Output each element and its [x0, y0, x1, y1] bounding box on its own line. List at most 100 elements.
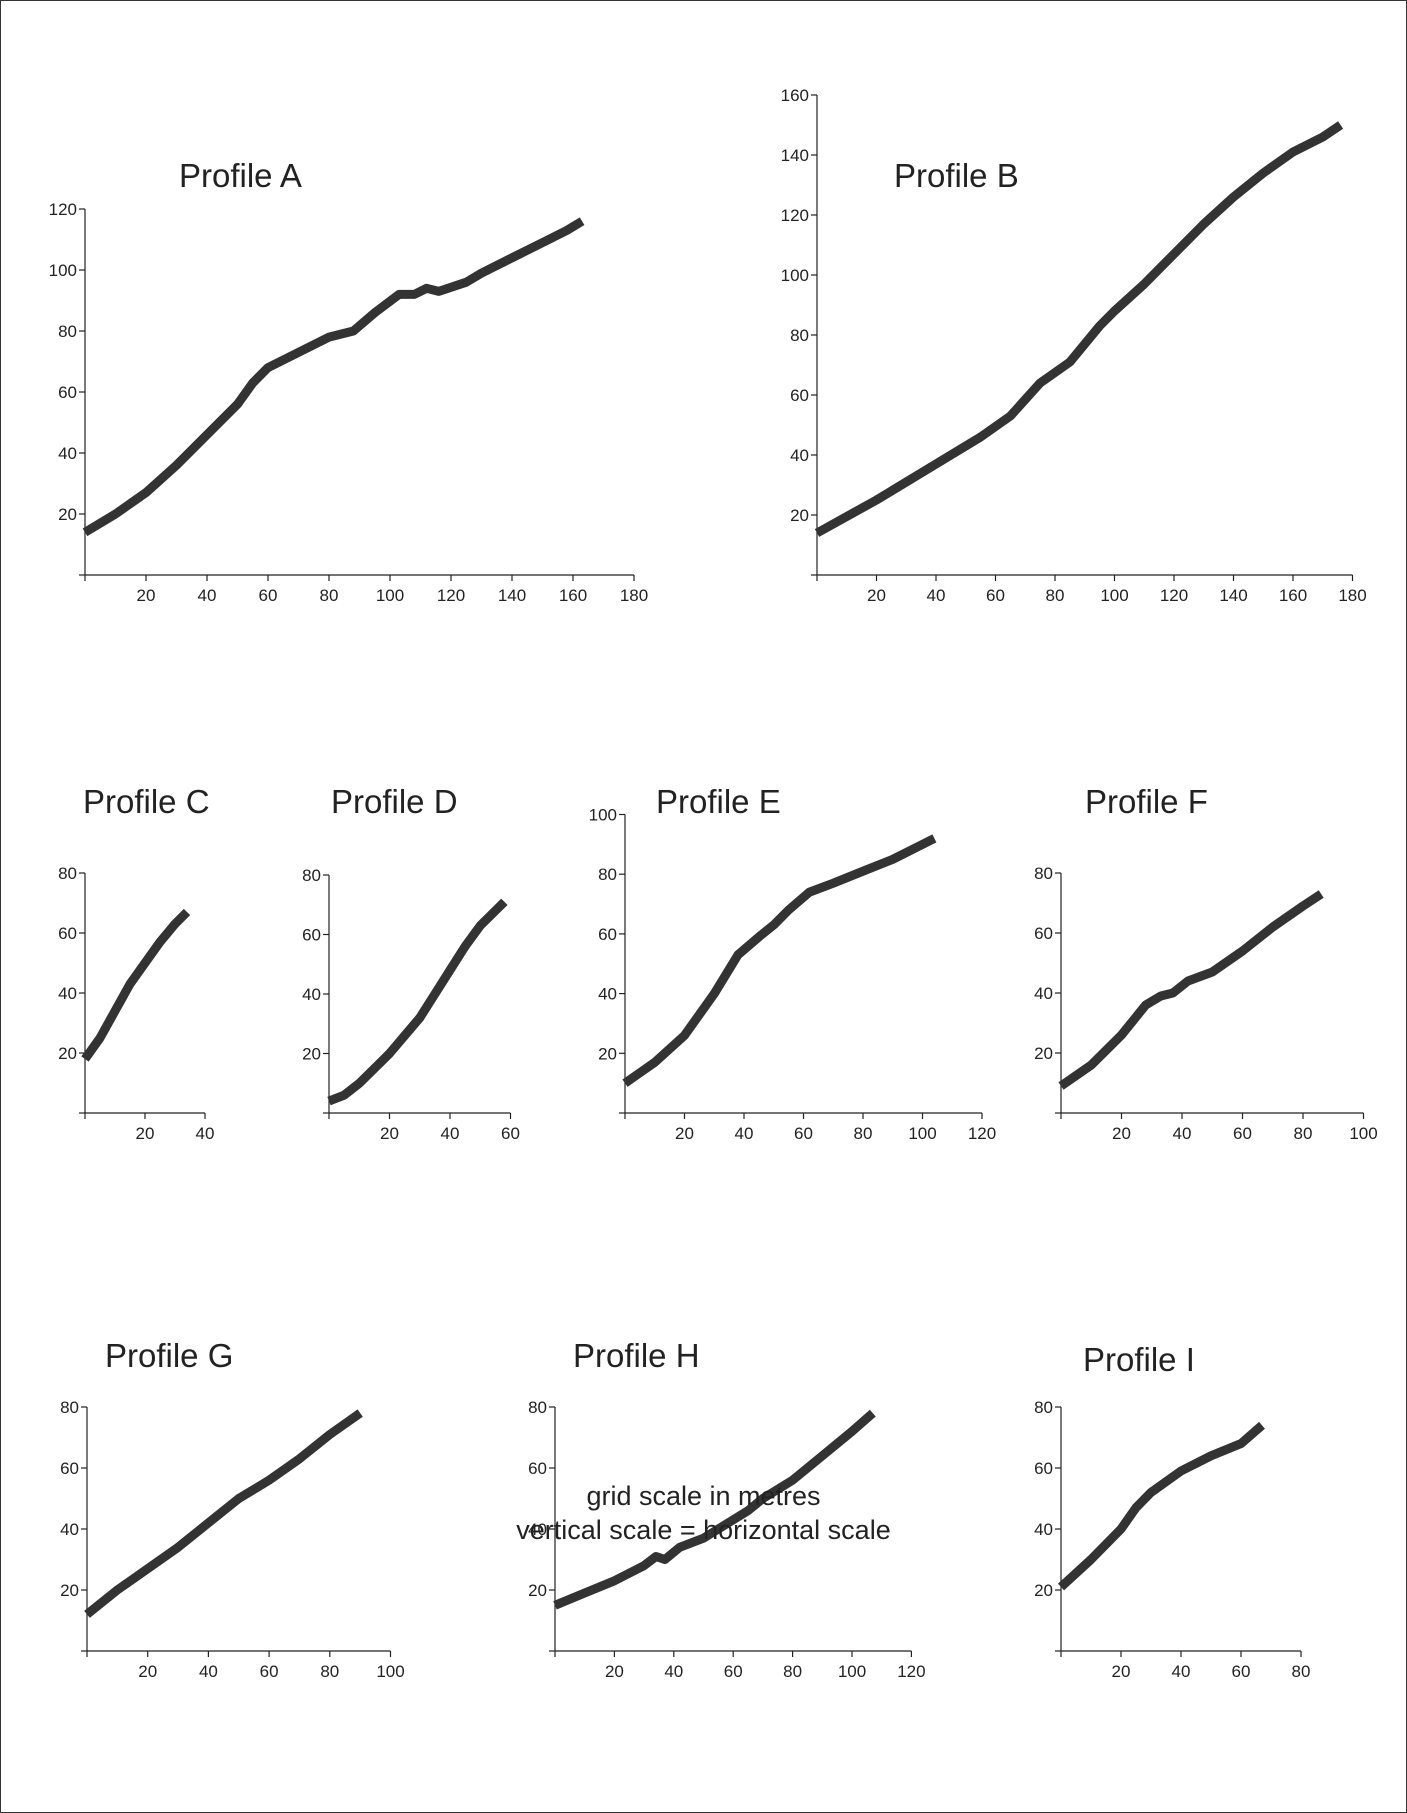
x-tick-label: 60: [986, 586, 1005, 605]
x-tick-label: 40: [198, 586, 217, 605]
x-tick-label: 120: [1160, 586, 1188, 605]
x-tick-label: 40: [664, 1662, 683, 1681]
x-tick-label: 20: [867, 586, 886, 605]
y-tick-label: 160: [781, 86, 809, 105]
chart-profile-e: Profile E 20 40 60 80 100 120 20 40 60 80 100: [589, 783, 997, 1143]
chart-profile-b: Profile B 20 40 60 80 100 120 140 160 180 20 40 60 80…: [781, 86, 1367, 605]
chart-profile-i: Profile I 20 40 60 80 20 40 60 80: [1034, 1341, 1310, 1681]
x-tick-label: 140: [498, 586, 526, 605]
x-tick-label: 120: [897, 1662, 925, 1681]
y-tick-label: 20: [790, 506, 809, 525]
x-tick-label: 60: [260, 1662, 279, 1681]
x-tick-label: 60: [1233, 1124, 1252, 1143]
y-tick-label: 40: [598, 985, 617, 1004]
y-tick-label: 40: [58, 984, 77, 1003]
x-tick-label: 160: [559, 586, 587, 605]
y-tick-label: 20: [598, 1044, 617, 1063]
y-tick-label: 100: [589, 806, 617, 825]
profile-line: [1057, 1421, 1265, 1591]
y-tick-label: 60: [58, 924, 77, 943]
y-tick-label: 100: [781, 266, 809, 285]
x-tick-label: 100: [1349, 1124, 1377, 1143]
chart-profile-a: Profile A 20 40 60 80 100 120 140 160 180 20 40 60 80…: [49, 157, 649, 605]
profile-line: [81, 908, 191, 1062]
x-tick-label: 100: [908, 1124, 936, 1143]
y-tick-label: 60: [60, 1459, 79, 1478]
chart-title: Profile H: [573, 1337, 700, 1374]
x-tick-label: 80: [1294, 1124, 1313, 1143]
y-tick-label: 60: [528, 1459, 547, 1478]
chart-title: Profile C: [83, 783, 210, 820]
y-tick-label: 140: [781, 146, 809, 165]
y-tick-label: 20: [58, 1044, 77, 1063]
x-tick-label: 80: [1046, 586, 1065, 605]
x-tick-label: 40: [1172, 1662, 1191, 1681]
x-tick-label: 160: [1279, 586, 1307, 605]
y-tick-label: 40: [60, 1520, 79, 1539]
x-tick-label: 100: [838, 1662, 866, 1681]
y-tick-label: 20: [528, 1581, 547, 1600]
profile-line: [1058, 890, 1324, 1090]
caption-vertical-scale: vertical scale = horizontal scale: [516, 1515, 891, 1545]
x-tick-label: 40: [199, 1662, 218, 1681]
chart-profile-g: Profile G 20 40 60 80 100 20 40 60 80: [60, 1337, 405, 1681]
x-tick-label: 20: [380, 1124, 399, 1143]
y-tick-label: 60: [598, 925, 617, 944]
y-tick-label: 100: [49, 261, 77, 280]
y-tick-label: 80: [790, 326, 809, 345]
y-tick-label: 40: [302, 985, 321, 1004]
y-tick-label: 80: [58, 322, 77, 341]
x-tick-label: 60: [794, 1124, 813, 1143]
x-tick-label: 80: [854, 1124, 873, 1143]
x-tick-label: 20: [1112, 1662, 1131, 1681]
x-tick-label: 120: [437, 586, 465, 605]
y-tick-label: 60: [1034, 1459, 1053, 1478]
x-tick-label: 100: [376, 1662, 404, 1681]
y-tick-label: 40: [58, 444, 77, 463]
x-tick-label: 80: [320, 586, 339, 605]
y-tick-label: 80: [58, 864, 77, 883]
profile-line: [84, 1409, 363, 1618]
chart-title: Profile D: [331, 783, 458, 820]
y-tick-label: 20: [60, 1581, 79, 1600]
x-tick-label: 40: [927, 586, 946, 605]
x-tick-label: 40: [196, 1124, 215, 1143]
y-tick-label: 120: [49, 200, 77, 219]
chart-title: Profile I: [1083, 1341, 1195, 1378]
x-tick-label: 100: [1100, 586, 1128, 605]
y-tick-label: 60: [58, 383, 77, 402]
profile-line: [82, 217, 585, 537]
chart-profile-f: Profile F 20 40 60 80 100 20 40 60 80: [1034, 783, 1378, 1143]
x-tick-label: 20: [675, 1124, 694, 1143]
x-tick-label: 40: [441, 1124, 460, 1143]
x-tick-label: 180: [1338, 586, 1366, 605]
y-tick-label: 120: [781, 206, 809, 225]
y-tick-label: 80: [302, 866, 321, 885]
x-tick-label: 40: [735, 1124, 754, 1143]
y-tick-label: 80: [598, 865, 617, 884]
y-tick-label: 20: [58, 505, 77, 524]
x-tick-label: 80: [783, 1662, 802, 1681]
x-tick-label: 60: [501, 1124, 520, 1143]
y-tick-label: 80: [528, 1398, 547, 1417]
y-tick-label: 40: [790, 446, 809, 465]
y-tick-label: 80: [60, 1398, 79, 1417]
profile-line: [622, 834, 937, 1087]
y-tick-label: 20: [1034, 1044, 1053, 1063]
x-tick-label: 80: [1292, 1662, 1311, 1681]
chart-profile-d: Profile D 20 40 60 20 40 60 80: [302, 783, 520, 1143]
x-tick-label: 120: [968, 1124, 996, 1143]
profile-line: [327, 898, 508, 1106]
x-tick-label: 100: [376, 586, 404, 605]
chart-title: Profile E: [656, 783, 781, 820]
chart-title: Profile A: [179, 157, 302, 194]
y-tick-label: 40: [1034, 1520, 1053, 1539]
y-tick-label: 20: [1034, 1581, 1053, 1600]
y-tick-label: 80: [1034, 864, 1053, 883]
y-tick-label: 60: [790, 386, 809, 405]
x-tick-label: 60: [259, 586, 278, 605]
x-tick-label: 60: [724, 1662, 743, 1681]
chart-title: Profile F: [1085, 783, 1208, 820]
